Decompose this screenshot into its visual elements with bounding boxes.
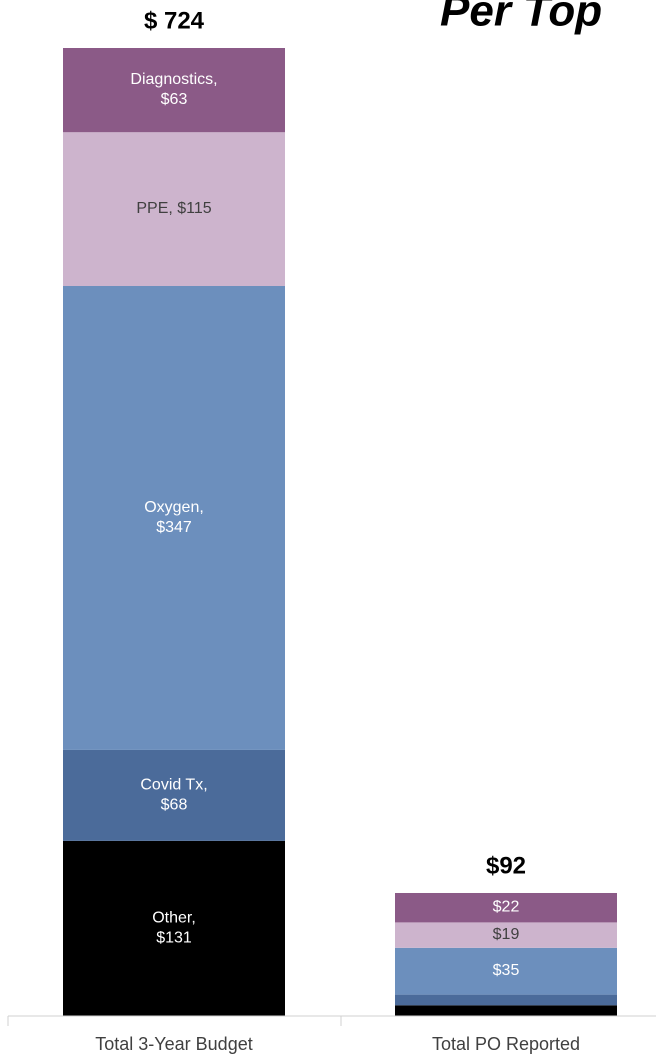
value-label: Covid Tx, $68: [140, 777, 207, 814]
value-label: PPE, $115: [136, 200, 211, 217]
total-label: $92: [486, 852, 526, 879]
bar-segment: [395, 947, 617, 995]
bar-segment: [63, 285, 285, 750]
bar-segment: [63, 48, 285, 133]
value-label: Diagnostics, $63: [130, 71, 217, 108]
value-label: $35: [493, 962, 520, 979]
bar-segment: [395, 994, 617, 1006]
value-label: $22: [493, 899, 520, 916]
value-label: $19: [493, 926, 520, 943]
bar-segment: [395, 1005, 617, 1016]
bar-segment: [63, 132, 285, 286]
x-tick-label: Total 3-Year Budget: [95, 1034, 252, 1054]
bar-segment: [63, 840, 285, 1016]
bar-segment: [63, 749, 285, 841]
chart-title: Per Top: [440, 0, 602, 36]
bar-segment: [395, 922, 617, 948]
total-label: $ 724: [144, 7, 205, 34]
value-label: Other, $131: [152, 910, 196, 947]
bar-segment: [395, 892, 617, 923]
value-label: Oxygen, $347: [144, 499, 204, 536]
x-tick-label: Total PO Reported: [432, 1034, 580, 1054]
